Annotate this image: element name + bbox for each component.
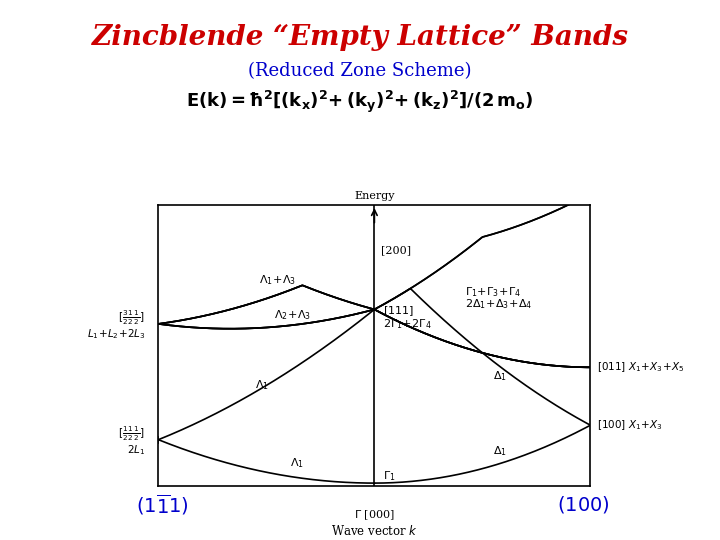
Text: [200]: [200] <box>381 245 411 255</box>
Text: $[\frac{3}{2}\frac{1}{2}\frac{1}{2}]$: $[\frac{3}{2}\frac{1}{2}\frac{1}{2}]$ <box>118 309 145 327</box>
Text: $\Lambda_1$: $\Lambda_1$ <box>255 378 269 392</box>
Text: $\Gamma_1\!+\!\Gamma_3\!+\!\Gamma_4$: $\Gamma_1\!+\!\Gamma_3\!+\!\Gamma_4$ <box>465 285 521 299</box>
Text: $2L_1$: $2L_1$ <box>127 443 145 457</box>
Text: $(100)$: $(100)$ <box>557 495 610 515</box>
Text: $2\Gamma_1\!+\!2\Gamma_4$: $2\Gamma_1\!+\!2\Gamma_4$ <box>383 317 432 331</box>
Text: $[011]\ X_1\!+\!X_3\!+\!X_5$: $[011]\ X_1\!+\!X_3\!+\!X_5$ <box>597 360 684 374</box>
Text: Wave vector $k$: Wave vector $k$ <box>331 524 418 538</box>
Text: $L_1\!+\!L_2\!+\!2L_3$: $L_1\!+\!L_2\!+\!2L_3$ <box>87 327 145 341</box>
Text: $\Lambda_1$: $\Lambda_1$ <box>289 456 304 470</box>
Text: $\Lambda_2\!+\!\Lambda_3$: $\Lambda_2\!+\!\Lambda_3$ <box>274 308 311 322</box>
Text: Energy: Energy <box>354 191 395 200</box>
Text: $\Delta_1$: $\Delta_1$ <box>492 444 507 458</box>
Text: $[111]$: $[111]$ <box>383 304 414 318</box>
Text: $2\Delta_1\!+\!\Delta_3\!+\!\Delta_4$: $2\Delta_1\!+\!\Delta_3\!+\!\Delta_4$ <box>465 296 533 310</box>
Text: Zincblende “Empty Lattice” Bands: Zincblende “Empty Lattice” Bands <box>91 24 629 51</box>
Text: $[100]\ X_1\!+\!X_3$: $[100]\ X_1\!+\!X_3$ <box>597 418 662 432</box>
Text: $(1\overline{1}1)$: $(1\overline{1}1)$ <box>135 492 189 517</box>
Text: $\Delta_1$: $\Delta_1$ <box>492 369 507 383</box>
Text: (Reduced Zone Scheme): (Reduced Zone Scheme) <box>248 62 472 80</box>
Text: $\mathbf{E(k) = \hbar^2[(k_x)^2\! +(k_y)^2\! +(k_z)^2]/(2\,m_o)}$: $\mathbf{E(k) = \hbar^2[(k_x)^2\! +(k_y)… <box>186 89 534 116</box>
Text: $\Lambda_1\!+\!\Lambda_3$: $\Lambda_1\!+\!\Lambda_3$ <box>258 274 296 287</box>
Text: $\Gamma$ [000]: $\Gamma$ [000] <box>354 508 395 522</box>
Text: $[\frac{1}{2}\frac{1}{2}\frac{1}{2}]$: $[\frac{1}{2}\frac{1}{2}\frac{1}{2}]$ <box>118 424 145 443</box>
Text: $\Gamma_1$: $\Gamma_1$ <box>383 469 395 483</box>
